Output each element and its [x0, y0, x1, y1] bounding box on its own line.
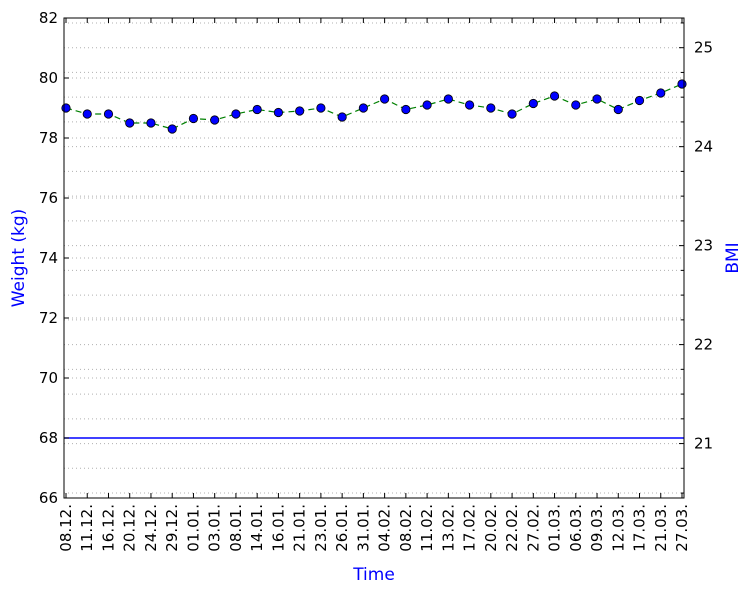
x-tick-label: 22.02.	[503, 504, 521, 552]
data-point	[231, 109, 241, 119]
y-tick-label: 72	[39, 309, 58, 327]
x-tick-label: 21.01.	[291, 504, 309, 552]
data-point	[677, 79, 687, 89]
x-tick-label: 23.01.	[312, 504, 330, 552]
data-point	[507, 109, 517, 119]
grid-lines	[64, 22, 684, 494]
x-tick-label: 08.01.	[227, 504, 245, 552]
x-tick-label: 16.01.	[269, 504, 287, 552]
data-point	[443, 94, 453, 104]
x-tick-label: 27.03.	[673, 504, 691, 552]
y-tick-label: 82	[39, 9, 58, 27]
x-tick-label: 11.12.	[78, 504, 96, 552]
x-tick-label: 21.03.	[652, 504, 670, 552]
data-point	[486, 103, 496, 113]
data-point	[634, 95, 645, 106]
series-line	[65, 83, 683, 130]
data-point	[464, 100, 475, 110]
x-tick-label: 03.01.	[206, 504, 224, 552]
data-point	[61, 103, 71, 113]
data-point	[210, 115, 220, 125]
axis-ticks: 66 68 70 72 74 76 78 80 82 21 22 23 24 25 08.12. 11.12.…	[39, 9, 713, 552]
x-tick-label: 08.02.	[397, 504, 415, 552]
x-tick-label: 14.01.	[248, 504, 266, 552]
y-right-tick-label: 25	[694, 39, 713, 57]
data-point	[613, 104, 623, 115]
x-tick-label: 11.02.	[418, 504, 436, 552]
data-point	[273, 107, 284, 118]
data-point	[592, 94, 602, 104]
y-tick-label: 68	[39, 429, 58, 447]
x-tick-label: 31.01.	[354, 504, 372, 552]
x-tick-label: 08.12.	[57, 504, 75, 552]
y-tick-label: 70	[39, 369, 58, 387]
x-tick-label: 13.02.	[439, 504, 457, 552]
y-tick-label: 66	[39, 489, 58, 507]
data-point	[380, 94, 390, 104]
data-point	[337, 112, 347, 122]
data-point	[125, 118, 135, 128]
y-right-tick-label: 21	[694, 435, 713, 453]
data-point	[295, 106, 305, 116]
data-point	[358, 103, 368, 113]
x-axis-title: Time	[352, 565, 395, 585]
y-axis-right-title: BMI	[723, 242, 743, 273]
y-tick-label: 76	[39, 189, 58, 207]
data-point	[422, 100, 432, 110]
data-point	[167, 124, 177, 134]
x-tick-label: 27.02.	[524, 504, 542, 552]
series-layer	[61, 79, 687, 134]
y-right-tick-label: 22	[694, 336, 713, 354]
data-point	[656, 88, 666, 98]
x-tick-label: 20.12.	[121, 504, 139, 552]
x-tick-label: 16.12.	[99, 504, 117, 552]
data-point	[252, 104, 262, 115]
y-right-tick-label: 24	[694, 138, 713, 156]
x-tick-label: 01.01.	[184, 504, 202, 552]
x-tick-label: 24.12.	[142, 504, 160, 552]
x-tick-label: 29.12.	[163, 504, 181, 552]
y-tick-label: 80	[39, 69, 58, 87]
x-tick-label: 01.03.	[546, 504, 564, 552]
x-tick-label: 20.02.	[482, 504, 500, 552]
data-point	[103, 109, 114, 119]
x-tick-label: 09.03.	[588, 504, 606, 552]
data-point	[316, 103, 326, 113]
y-axis-title: Weight (kg)	[9, 209, 29, 308]
x-tick-label: 17.03.	[631, 504, 649, 552]
data-point	[146, 118, 156, 128]
y-right-tick-label: 23	[694, 237, 713, 255]
data-point	[528, 98, 538, 109]
data-point	[401, 104, 411, 115]
x-tick-label: 17.02.	[461, 504, 479, 552]
data-point	[188, 113, 199, 124]
x-tick-label: 06.03.	[567, 504, 585, 552]
data-point	[82, 109, 92, 119]
y-tick-label: 78	[39, 129, 58, 147]
x-tick-label: 04.02.	[376, 504, 394, 552]
x-tick-label: 12.03.	[609, 504, 627, 552]
x-tick-label: 26.01.	[333, 504, 351, 552]
y-tick-label: 74	[39, 249, 58, 267]
data-point	[571, 100, 581, 110]
data-point	[549, 91, 560, 101]
